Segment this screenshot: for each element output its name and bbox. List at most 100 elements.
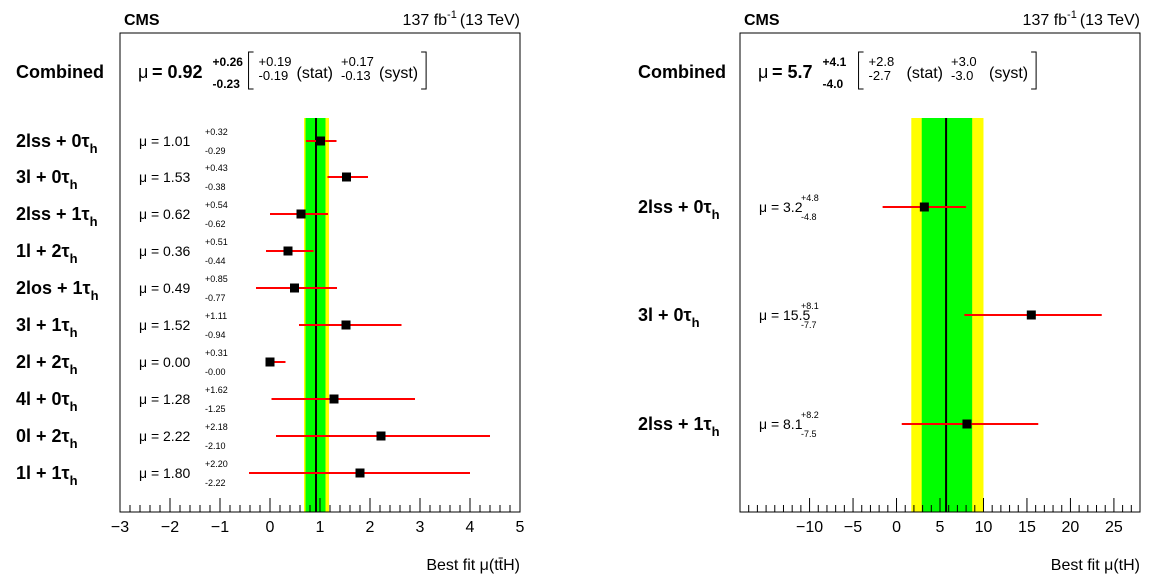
category-label-base: 2los + 1τ [16,278,91,298]
category-err-up: +1.11 [205,311,227,321]
category-label: 2lss + 1τh [16,204,98,229]
category-label-subscript: h [70,177,78,192]
luminosity-label: 137 fb-1 (13 TeV) [1023,9,1140,29]
experiment-label: CMS [744,12,780,29]
category-mu-value: μ = 0.49 [139,280,190,296]
category-row: 0l + 2τh μ = 2.22 +2.18 -2.10 [16,422,490,451]
tick-label: 20 [1062,519,1080,536]
category-label-subscript: h [70,399,78,414]
luminosity-exponent: -1 [447,9,457,21]
category-err-up: +0.85 [205,274,228,284]
category-mu-value: μ = 1.53 [139,169,190,185]
energy-label: (13 TeV) [460,12,520,29]
stat-err-up: +2.8 [869,54,895,69]
category-mu-value: μ = 0.00 [139,354,190,370]
best-fit-marker [355,468,365,478]
bracket-left [858,51,864,90]
category-mu-value: μ = 1.28 [139,391,190,407]
panel-2: CMS 137 fb-1 (13 TeV) −10 −5 0 5 10 15 20 25 Best f… [638,9,1141,574]
syst-err-up: +0.17 [341,54,374,69]
category-label-base: 4l + 0τ [16,389,70,409]
category-label-base: 1l + 2τ [16,241,70,261]
category-label-subscript: h [692,315,700,330]
tick-label: −1 [211,519,229,536]
category-label-base: 3l + 0τ [638,305,692,325]
category-row: 2lss + 0τh μ = 3.2+4.8 -4.8 [638,193,967,222]
stat-err-up: +0.19 [259,54,292,69]
combined-mu-symbol: μ [758,62,768,82]
energy-label: (13 TeV) [1080,12,1140,29]
best-fit-marker [1026,310,1036,320]
best-fit-marker [265,357,275,367]
category-label-subscript: h [70,362,78,377]
luminosity-value: 137 fb [403,12,448,29]
category-err-down: -0.77 [205,293,226,303]
luminosity-value: 137 fb [1023,12,1068,29]
category-label-subscript: h [712,424,720,439]
luminosity-exponent: -1 [1067,9,1077,21]
tick-label: −5 [844,519,862,536]
best-fit-marker [296,209,306,219]
category-label-base: 3l + 1τ [16,315,70,335]
category-err-up: +0.43 [205,163,228,173]
category-row: 4l + 0τh μ = 1.28 +1.62 -1.25 [16,385,415,414]
best-fit-marker [341,320,351,330]
category-mu-value: μ = 8.1 [759,416,803,432]
category-err-down: -7.7 [801,320,817,330]
category-err-up: +8.2 [801,410,819,420]
category-err-down: -2.22 [205,478,226,488]
category-label: 3l + 0τh [16,167,78,192]
category-label-base: 2l + 2τ [16,352,70,372]
tick-label: 5 [516,519,525,536]
category-err-down: -0.44 [205,256,226,266]
tick-label: 25 [1105,519,1123,536]
combined-err-down: -0.23 [213,77,241,91]
bracket-left [248,51,254,90]
category-err-down: -0.62 [205,219,226,229]
combined-value: = 5.7 [772,62,813,82]
category-err-down: -1.25 [205,404,226,414]
category-row: 2lss + 1τh μ = 0.62 +0.54 -0.62 [16,200,328,229]
category-err-up: +2.20 [205,459,228,469]
category-row: 2los + 1τh μ = 0.49 +0.85 -0.77 [16,274,337,303]
luminosity-label: 137 fb-1 (13 TeV) [403,9,520,29]
combined-label: Combined [638,62,726,82]
tick-label: −3 [111,519,129,536]
category-label-base: 2lss + 0τ [16,131,90,151]
category-label-subscript: h [90,141,98,156]
category-label: 2lss + 0τh [16,131,98,156]
category-label-base: 2lss + 0τ [638,197,712,217]
combined-err-up: +4.1 [823,55,847,69]
tick-label: 3 [416,519,425,536]
category-label-base: 3l + 0τ [16,167,70,187]
best-fit-marker [919,202,929,212]
category-err-up: +0.54 [205,200,228,210]
category-label-base: 0l + 2τ [16,426,70,446]
stat-label: (stat) [297,65,333,82]
category-label-subscript: h [70,325,78,340]
category-row: 2lss + 1τh μ = 8.1+8.2 -7.5 [638,410,1039,439]
syst-label: (syst) [989,65,1028,82]
category-err-up: +2.18 [205,422,228,432]
category-err-down: -4.8 [801,212,817,222]
syst-err-down: -0.13 [341,68,371,83]
category-label-base: 2lss + 1τ [638,414,712,434]
best-fit-marker [283,246,293,256]
category-row: 2lss + 0τh μ = 1.01 +0.32 -0.29 [16,127,337,156]
category-err-down: -0.38 [205,182,226,192]
category-label: 3l + 1τh [16,315,78,340]
category-row: 3l + 0τh μ = 15.5+8.1 -7.7 [638,301,1102,330]
category-label: 2l + 2τh [16,352,78,377]
category-mu-value: μ = 3.2 [759,199,803,215]
tick-label: 2 [366,519,375,536]
category-err-down: -7.5 [801,429,817,439]
category-label-subscript: h [712,207,720,222]
category-row: 2l + 2τh μ = 0.00 +0.31 -0.00 [16,348,286,377]
combined-mu-symbol: μ [138,62,148,82]
category-err-down: -2.10 [205,441,226,451]
category-mu-value: μ = 1.80 [139,465,190,481]
category-row: 1l + 1τh μ = 1.80 +2.20 -2.22 [16,459,470,488]
best-fit-marker [329,394,339,404]
best-fit-marker [342,172,351,182]
